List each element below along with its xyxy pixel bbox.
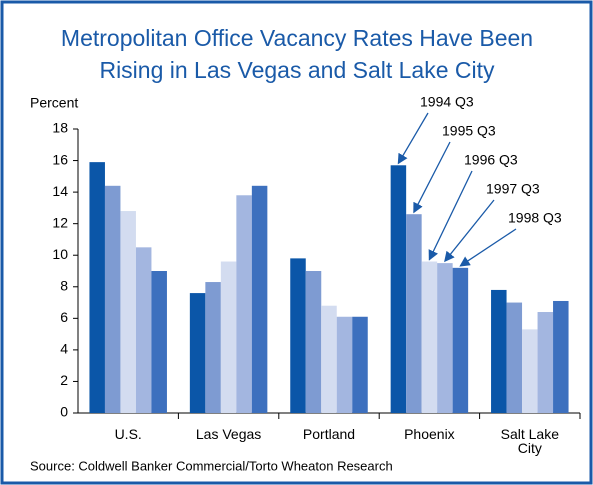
legend-arrow bbox=[397, 112, 429, 165]
legend-label: 1998 Q3 bbox=[508, 210, 562, 226]
source: Source: Coldwell Banker Commercial/Torto… bbox=[30, 458, 393, 473]
x-tick-label: U.S. bbox=[114, 426, 142, 442]
y-tick-label: 10 bbox=[52, 246, 68, 262]
bar bbox=[251, 185, 268, 413]
bar bbox=[491, 289, 507, 413]
bar bbox=[135, 247, 152, 413]
y-axis-label: Percent bbox=[30, 95, 78, 111]
legend-label: 1996 Q3 bbox=[464, 152, 518, 168]
legend-arrow bbox=[459, 228, 517, 267]
y-tick-label: 18 bbox=[52, 120, 68, 136]
bar bbox=[305, 271, 322, 413]
bar bbox=[120, 211, 136, 413]
x-tick-label: Phoenix bbox=[404, 426, 455, 442]
bar bbox=[189, 293, 206, 413]
bar bbox=[220, 261, 237, 413]
bar bbox=[522, 329, 538, 413]
y-tick-label: 8 bbox=[60, 277, 68, 293]
y-tick-label: 14 bbox=[52, 183, 68, 199]
x-tick-label: Las Vegas bbox=[195, 426, 262, 442]
bar bbox=[506, 302, 523, 413]
bar bbox=[421, 261, 438, 413]
bar bbox=[553, 300, 569, 413]
x-tick-label: Salt Lake City bbox=[500, 426, 559, 456]
bar bbox=[352, 316, 368, 413]
bar bbox=[452, 267, 469, 413]
y-tick-label: 16 bbox=[52, 151, 68, 167]
chart-title: Rising in Las Vegas and Salt Lake City bbox=[99, 57, 495, 83]
y-tick-label: 12 bbox=[52, 214, 68, 230]
bar bbox=[390, 165, 407, 413]
legend-label: 1995 Q3 bbox=[442, 123, 496, 139]
bar bbox=[406, 214, 422, 413]
bar bbox=[236, 195, 252, 413]
y-tick-label: 4 bbox=[60, 341, 68, 357]
bar bbox=[437, 263, 453, 413]
y-tick-label: 0 bbox=[60, 404, 68, 420]
legend-arrow bbox=[413, 141, 451, 214]
bar bbox=[336, 316, 353, 413]
bar bbox=[104, 185, 121, 413]
y-tick-label: 6 bbox=[60, 309, 68, 325]
bar bbox=[290, 258, 306, 413]
y-tick-label: 2 bbox=[60, 372, 68, 388]
x-tick-label: Portland bbox=[302, 426, 356, 442]
legend-label: 1997 Q3 bbox=[486, 181, 540, 197]
chart-title: Metropolitan Office Vacancy Rates Have B… bbox=[61, 25, 533, 51]
bar bbox=[151, 271, 167, 413]
bar bbox=[205, 282, 221, 413]
legend-arrow bbox=[428, 170, 473, 261]
bar bbox=[321, 305, 337, 413]
bar bbox=[537, 312, 554, 413]
legend-label: 1994 Q3 bbox=[420, 94, 474, 110]
bar bbox=[89, 162, 105, 413]
legend-arrow bbox=[444, 199, 495, 263]
